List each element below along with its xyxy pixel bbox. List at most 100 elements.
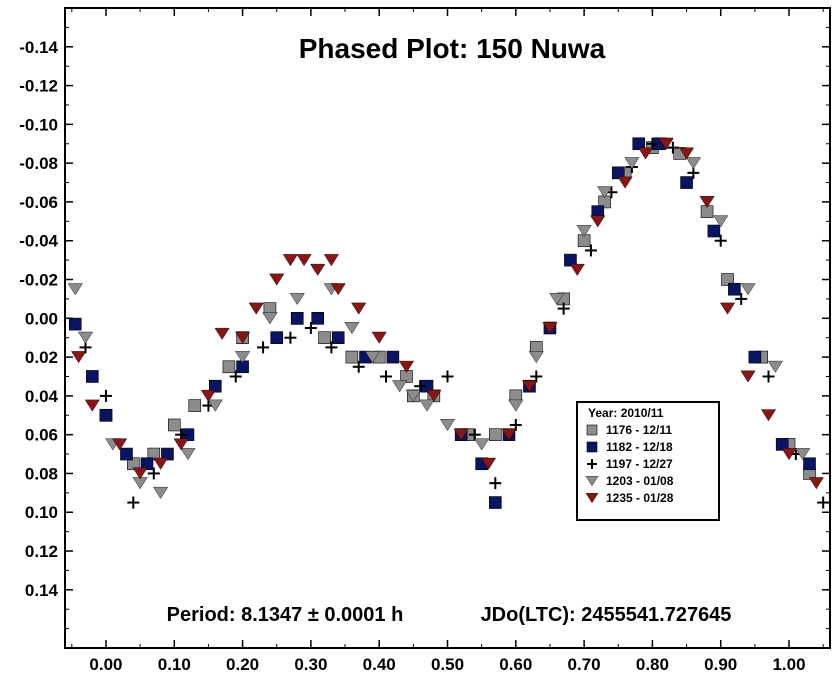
data-marks [67,137,830,509]
data-point [489,496,502,509]
series-4 [71,137,824,490]
data-point [310,263,326,276]
y-tick-label: -0.06 [19,193,58,212]
data-point [67,283,83,296]
y-tick-label: 0.12 [25,542,58,561]
data-point [624,157,640,170]
data-point [318,331,331,344]
data-point [345,350,359,364]
data-point [426,389,442,402]
data-point [740,370,756,383]
data-point [781,448,797,461]
data-point [269,273,285,286]
y-tick-label: -0.02 [19,271,58,290]
data-point [795,448,811,461]
data-point [323,254,339,267]
data-point [235,331,251,344]
data-point [289,293,305,305]
x-tick-label: 0.80 [636,655,669,674]
data-point [557,302,570,315]
data-point [590,215,606,228]
data-point [371,331,387,344]
data-point [153,486,169,499]
x-tick-label: 0.00 [89,655,122,674]
x-tick-label: 0.30 [294,655,327,674]
data-point [331,331,345,344]
x-tick-label: 1.00 [772,655,805,674]
legend-marker [586,424,598,436]
legend-marker [587,459,597,469]
x-tick-label: 0.10 [158,655,191,674]
data-point [127,457,140,471]
data-point [584,244,597,257]
x-tick-label: 0.50 [431,655,464,674]
legend-marker [585,476,599,487]
data-point [707,224,721,238]
legend-box [576,401,720,521]
data-point [161,447,174,461]
data-point [392,380,408,393]
data-point [71,351,87,364]
data-point [77,331,94,344]
data-point [576,225,592,238]
data-point [528,351,544,364]
data-point [666,141,679,154]
period-annotation: Period: 8.1347 ± 0.0001 h [167,604,404,626]
data-point [147,467,160,480]
data-point [282,254,298,267]
data-point [767,360,783,373]
legend-label: 1182 - 12/18 [606,440,673,454]
data-point [398,360,415,373]
data-point [678,147,695,160]
data-point [658,137,674,150]
data-point [521,380,538,393]
data-point [167,418,181,432]
data-point [748,350,762,364]
data-point [188,399,202,412]
data-point [173,438,189,451]
data-point [86,370,99,383]
data-point [760,409,777,422]
legend-label: 1176 - 12/11 [606,423,672,437]
y-tick-label: 0.10 [25,503,58,522]
legend-label: 1197 - 12/27 [606,457,673,471]
data-point [112,438,128,451]
data-point [699,196,715,209]
data-point [235,351,251,364]
data-point [419,399,435,412]
data-point [508,399,524,412]
data-point [762,370,775,383]
data-point [127,496,140,509]
legend-label: 1203 - 01/08 [606,474,674,488]
data-point [441,370,454,383]
data-point [325,341,338,354]
data-point [120,447,133,461]
data-point [257,341,270,354]
x-tick-label: 0.20 [226,655,259,674]
epoch-annotation: JDo(LTC): 2455541.727645 [481,604,732,626]
data-point [564,253,577,267]
data-point [803,457,816,471]
data-point [284,331,297,344]
data-point [597,186,613,199]
data-point [728,282,741,296]
data-point [200,389,217,402]
legend-title: Year: 2010/11 [588,406,664,420]
data-point [685,157,701,170]
data-point [713,215,729,228]
data-point [439,419,456,432]
x-tick-label: 0.60 [499,655,532,674]
data-point [405,389,421,402]
data-point [386,350,400,364]
data-point [229,370,242,383]
data-point [501,428,517,441]
legend: Year: 2010/11 1176 - 12/11 1182 - 12/18 11… [576,401,720,521]
y-tick-label: 0.14 [25,581,59,600]
y-tick-label: -0.08 [19,154,58,173]
data-point [147,447,161,461]
data-point [617,176,633,189]
data-point [99,389,112,402]
data-point [311,312,325,325]
y-tick-label: 0.08 [25,464,58,483]
